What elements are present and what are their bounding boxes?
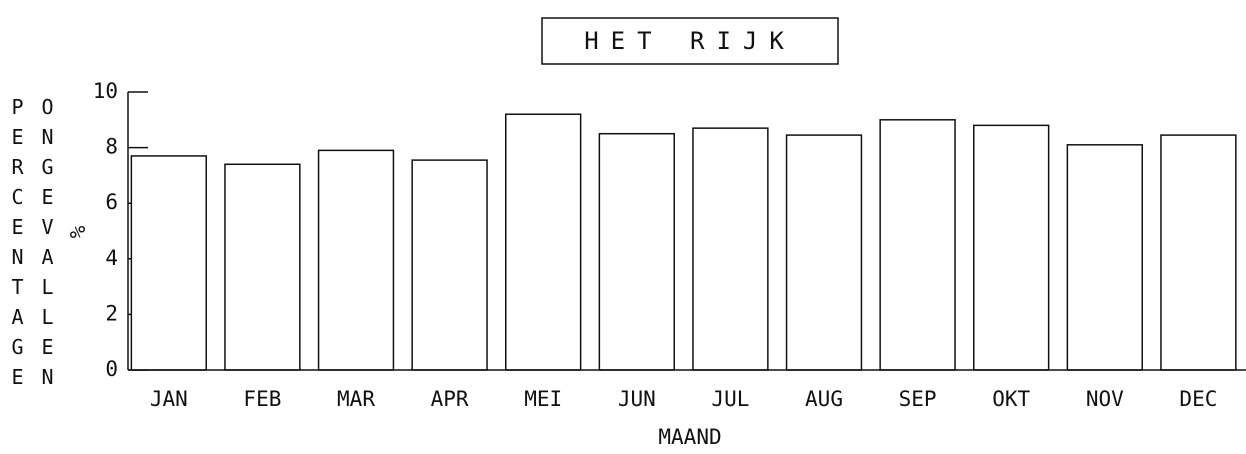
bar xyxy=(1160,134,1237,371)
bar xyxy=(785,134,863,371)
y-tick-label: 4 xyxy=(105,246,118,270)
x-tick-label: SEP xyxy=(899,387,937,411)
x-tick-label: OKT xyxy=(992,387,1030,411)
bar xyxy=(879,119,956,371)
y-axis-unit: % xyxy=(65,226,89,239)
y-tick-label: 6 xyxy=(105,190,118,214)
x-axis-label: MAAND xyxy=(658,425,721,449)
bar xyxy=(1066,144,1143,371)
x-tick-label: MEI xyxy=(524,387,562,411)
y-axis-label: ONGEVALLEN xyxy=(36,95,60,395)
x-tick-label: APR xyxy=(431,387,469,411)
y-tick-label: 2 xyxy=(105,301,118,325)
bar xyxy=(598,132,675,371)
x-tick-label: JAN xyxy=(150,387,188,411)
bar xyxy=(973,124,1050,371)
bar xyxy=(130,155,207,371)
x-tick-label: JUL xyxy=(711,387,749,411)
chart-title: HET RIJK xyxy=(584,27,796,55)
y-axis-label: PERCENTAGE xyxy=(6,95,30,395)
bar xyxy=(692,127,769,371)
title-box xyxy=(541,17,839,65)
bar xyxy=(317,149,395,371)
y-tick-label: 8 xyxy=(105,135,118,159)
x-tick-label: NOV xyxy=(1086,387,1124,411)
y-tick-label: 10 xyxy=(93,79,118,103)
x-tick-label: MAR xyxy=(337,387,375,411)
x-tick-label: AUG xyxy=(805,387,843,411)
y-tick-label: 0 xyxy=(105,357,118,381)
x-tick-label: JUN xyxy=(618,387,656,411)
x-tick-label: DEC xyxy=(1179,387,1217,411)
bar xyxy=(224,163,301,371)
x-tick-label: FEB xyxy=(243,387,281,411)
bar xyxy=(505,113,582,371)
bar xyxy=(411,159,488,371)
